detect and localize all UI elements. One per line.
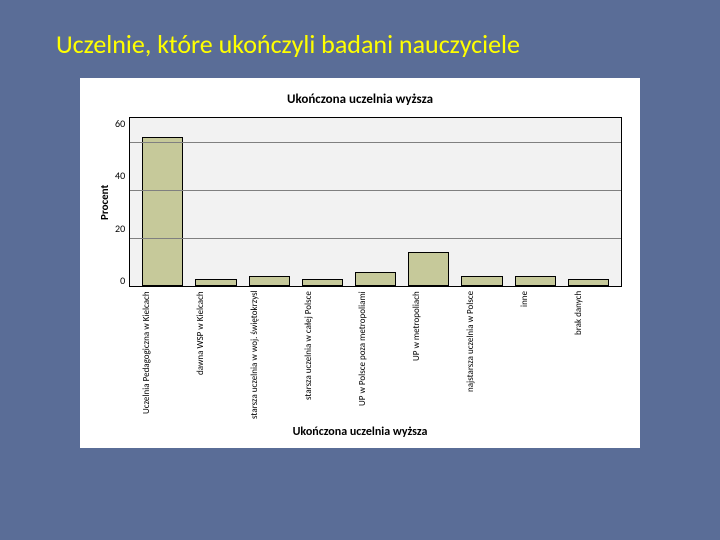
x-axis-label: Ukończona uczelnia wyższa (98, 425, 622, 439)
x-tick: Uczelnia Pedagogiczna w Kielcach (142, 291, 184, 419)
bar (461, 276, 502, 286)
bar (195, 279, 236, 286)
grid-line (130, 190, 621, 191)
x-tick: brak danych (574, 291, 616, 419)
y-axis-label: Procent (98, 117, 111, 287)
slide: Uczelnie, które ukończyli badani nauczyc… (0, 0, 720, 540)
bar (249, 276, 290, 286)
bar (568, 279, 609, 286)
x-tick: starsza uczelnia w woj. świętokrzyskim (250, 291, 292, 419)
slide-title: Uczelnie, które ukończyli badani nauczyc… (56, 28, 684, 60)
x-tick: UP w metropoliach (412, 291, 454, 419)
chart-card: Ukończona uczelnia wyższa Procent 60 40 20… (80, 78, 640, 448)
plot-wrap: Procent 60 40 20 0 (98, 117, 622, 287)
x-tick: starsza uczelnia w całej Polsce (304, 291, 346, 419)
x-ticks: Uczelnia Pedagogiczna w Kielcach dawna WS… (98, 291, 622, 419)
bars-container (130, 118, 621, 286)
grid-line (130, 142, 621, 143)
y-tick: 60 (115, 117, 125, 130)
grid-line (130, 238, 621, 239)
x-tick: dawna WSP w Kielcach (196, 291, 238, 419)
x-tick: inne (520, 291, 562, 419)
bar (142, 137, 183, 286)
bar (355, 272, 396, 286)
bar (515, 276, 556, 286)
bar (408, 252, 449, 286)
y-tick: 40 (115, 169, 125, 182)
y-ticks: 60 40 20 0 (115, 117, 129, 287)
y-tick: 0 (120, 274, 125, 287)
plot-area (129, 117, 622, 287)
x-tick: najstarsza uczelnia w Polsce (466, 291, 508, 419)
y-tick: 20 (115, 222, 125, 235)
chart-title: Ukończona uczelnia wyższa (98, 92, 622, 107)
bar (302, 279, 343, 286)
x-tick: UP w Polsce poza metropoliami (358, 291, 400, 419)
